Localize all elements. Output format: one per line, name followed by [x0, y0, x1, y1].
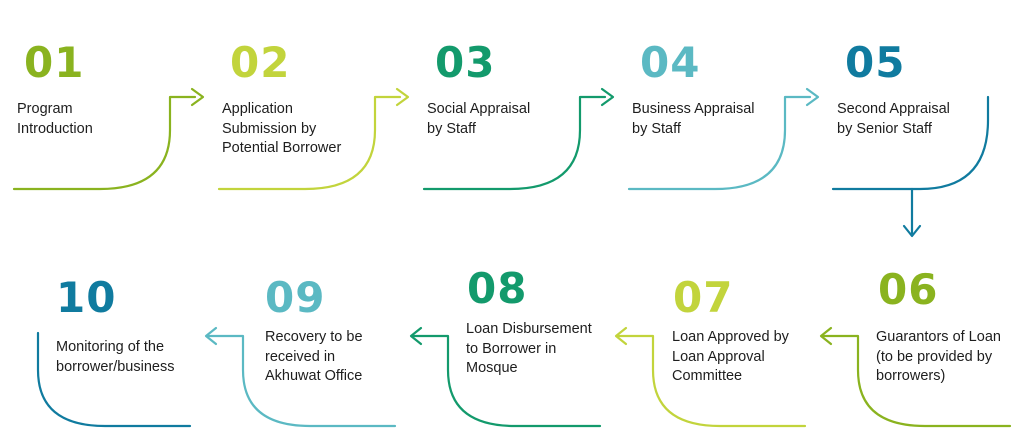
step-label: Program Introduction	[17, 101, 93, 137]
connector-04	[627, 95, 812, 191]
connector-01	[12, 95, 197, 191]
arrow-left-icon	[614, 326, 628, 346]
arrow-left-icon	[409, 326, 423, 346]
connector-10	[36, 331, 192, 428]
connector-08	[411, 334, 602, 428]
step-label: Business Appraisal by Staff	[632, 101, 755, 137]
arrow-head-icon	[805, 87, 820, 107]
step-label: Social Appraisal by Staff	[427, 101, 531, 137]
step-number: 09	[265, 273, 326, 322]
arrow-left-icon	[819, 326, 833, 346]
step-label: Recovery to be received in Akhuwat Office	[265, 329, 363, 384]
connector-06	[821, 334, 1012, 428]
step-number: 04	[640, 38, 701, 87]
connector-03	[422, 95, 607, 191]
step-number: 03	[435, 38, 496, 87]
step-number: 06	[878, 265, 939, 314]
arrow-head-icon	[600, 87, 615, 107]
step-number: 01	[24, 38, 85, 87]
step-label: Loan Disbursement to Borrower in Mosque	[466, 321, 592, 376]
connector-09	[206, 334, 397, 428]
connector-05	[831, 95, 990, 191]
step-label: Application Submission by Potential Borrow…	[222, 101, 342, 156]
arrow-head-icon	[395, 87, 410, 107]
step-label: Second Appraisal by Senior Staff	[837, 101, 950, 137]
step-number: 05	[845, 38, 906, 87]
arrow-left-icon	[204, 326, 218, 346]
step-label: Guarantors of Loan (to be provided by borr…	[876, 329, 1001, 384]
step-number: 07	[673, 273, 734, 322]
arrow-down-icon	[902, 224, 922, 238]
arrow-head-icon	[190, 87, 205, 107]
step-label: Loan Approved by Loan Approval Committee	[672, 329, 789, 384]
step-number: 08	[467, 264, 528, 313]
step-label: Monitoring of the borrower/business	[56, 339, 175, 375]
step-number: 02	[230, 38, 291, 87]
step-number: 10	[56, 273, 117, 322]
connector-02	[217, 95, 402, 191]
connector-07	[616, 334, 807, 428]
